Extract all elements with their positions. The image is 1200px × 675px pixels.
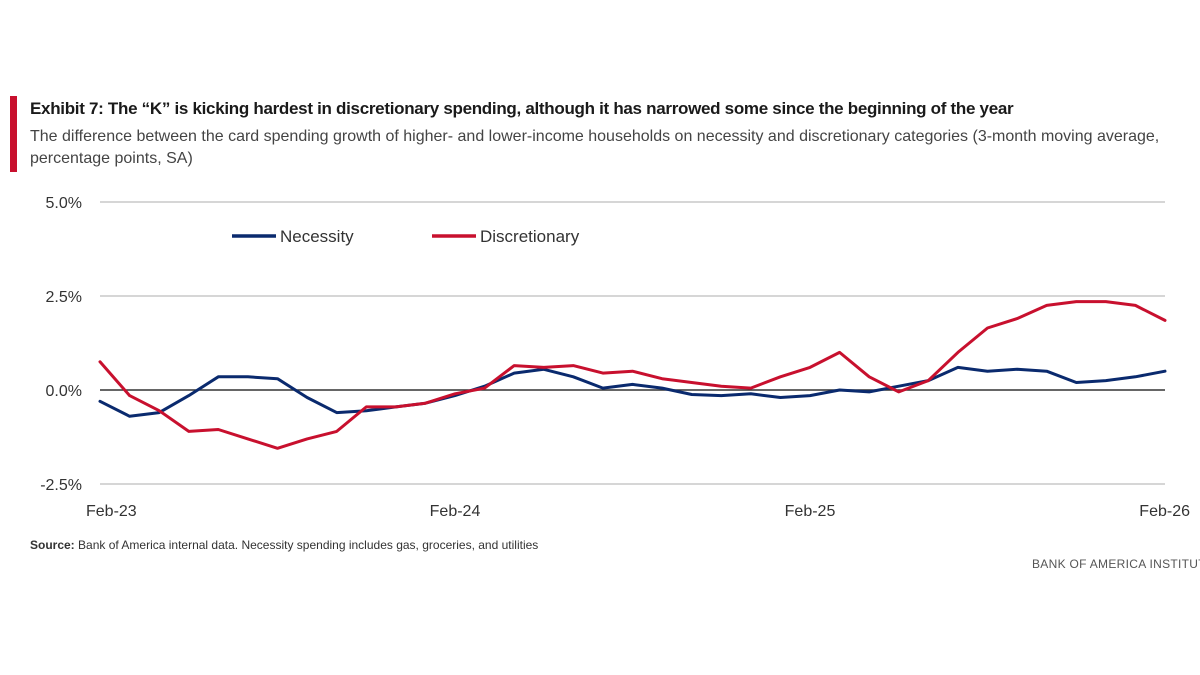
x-axis-ticks: Feb-23 Feb-24 Feb-25 Feb-26: [86, 503, 1190, 520]
source-text: Bank of America internal data. Necessity…: [78, 538, 539, 552]
series-discretionary-line: [98, 300, 1167, 450]
source-note: Source: Bank of America internal data. N…: [30, 538, 538, 552]
brand-label: BANK OF AMERICA INSTITUTE: [1032, 557, 1200, 571]
line-chart: 5.0%2.5%0.0%-2.5% Feb-23 Feb-24 Feb-25 Feb-…: [40, 195, 1190, 520]
y-tick-label: -2.5%: [40, 477, 82, 494]
chart-title: Exhibit 7: The “K” is kicking hardest in…: [30, 99, 1014, 118]
exhibit-accent-bar: [10, 96, 17, 172]
source-label: Source:: [30, 538, 75, 552]
chart-subtitle: The difference between the card spending…: [30, 128, 1160, 167]
legend-label-necessity: Necessity: [280, 227, 354, 246]
y-tick-label: 5.0%: [46, 195, 82, 212]
legend-label-discretionary: Discretionary: [480, 227, 580, 246]
y-tick-label: 2.5%: [46, 289, 82, 306]
y-axis-ticks: 5.0% 2.5% 0.0% -2.5%: [40, 195, 82, 494]
series-lines: [98, 300, 1167, 450]
y-tick-label: 0.0%: [46, 383, 82, 400]
x-tick-label: Feb-24: [430, 503, 481, 520]
x-tick-label: Feb-23: [86, 503, 137, 520]
legend: Necessity Discretionary: [232, 227, 580, 246]
x-tick-label: Feb-26: [1139, 503, 1190, 520]
series-necessity-line: [98, 365, 1167, 418]
grid-lines: [100, 201, 1165, 485]
x-tick-label: Feb-25: [785, 503, 836, 520]
